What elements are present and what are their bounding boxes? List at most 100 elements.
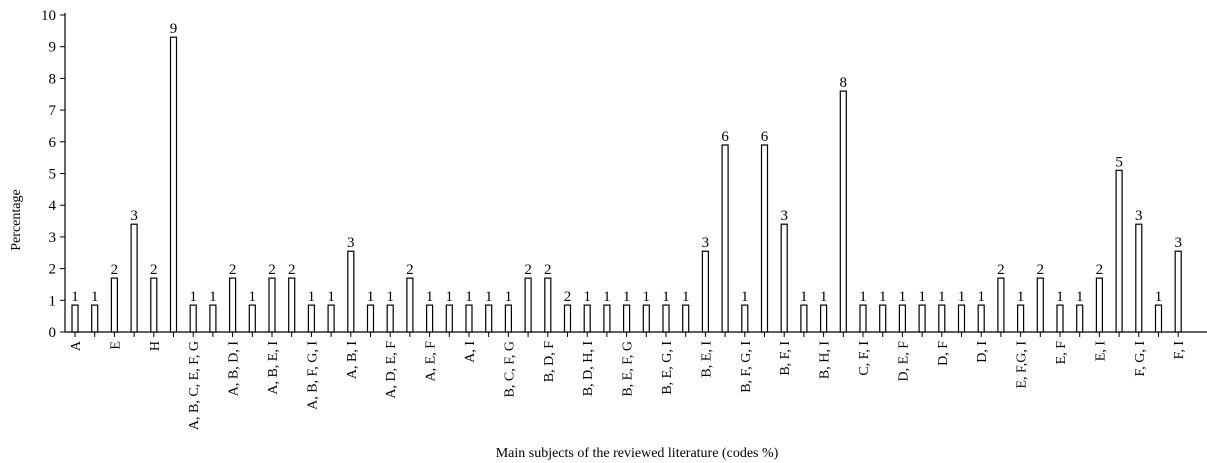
bar-value-label: 1 xyxy=(820,289,828,305)
bar xyxy=(1076,304,1084,333)
bar xyxy=(721,144,729,333)
bar xyxy=(701,250,710,333)
y-tick-label: 8 xyxy=(49,71,57,87)
y-tick-label: 1 xyxy=(49,293,57,309)
bar xyxy=(1174,250,1182,333)
y-tick-label: 3 xyxy=(49,230,57,246)
bar-value-label: 1 xyxy=(505,289,513,305)
bar-value-label: 1 xyxy=(603,289,611,305)
bar xyxy=(819,304,828,333)
y-tick-label: 4 xyxy=(49,198,57,214)
x-tick-label: B, E, F, G xyxy=(621,341,636,397)
bar xyxy=(741,304,749,333)
bar-value-label: 1 xyxy=(485,289,493,305)
bar-value-label: 6 xyxy=(761,129,769,145)
x-tick-label: A, I xyxy=(463,341,478,363)
bar xyxy=(1016,304,1025,333)
bar-value-label: 1 xyxy=(367,289,375,305)
bar xyxy=(327,304,335,333)
x-tick-label: B, D, F xyxy=(542,341,557,382)
bar xyxy=(268,277,276,333)
bar-value-label: 1 xyxy=(879,289,887,305)
y-tick-label: 2 xyxy=(49,262,57,278)
bar-value-label: 2 xyxy=(111,262,119,278)
x-tick-label: C, F, I xyxy=(857,341,872,376)
bar xyxy=(682,304,690,333)
bar-value-label: 1 xyxy=(209,289,217,305)
bar xyxy=(169,36,178,333)
x-tick-label: B, E, G, I xyxy=(660,341,675,395)
bar-value-label: 3 xyxy=(347,235,355,251)
bar xyxy=(563,304,572,333)
bar xyxy=(366,304,375,333)
bar xyxy=(347,250,355,333)
y-tick-label: 6 xyxy=(49,135,57,151)
bar-value-label: 1 xyxy=(465,289,473,305)
bar xyxy=(603,304,611,333)
y-axis: 0 1 2 3 4 5 6 7 8 9 10 xyxy=(41,8,66,341)
bar xyxy=(465,304,473,333)
bar-value-label: 2 xyxy=(406,262,414,278)
y-tick-label: 9 xyxy=(49,40,57,56)
x-tick-label: A xyxy=(69,340,84,351)
bar xyxy=(406,277,414,333)
x-tick-label: E, F xyxy=(1054,341,1069,365)
x-tick-label: F, G, I xyxy=(1133,341,1148,377)
y-tick-label: 10 xyxy=(41,8,56,24)
x-tick-label: B, C, F, G xyxy=(502,341,517,397)
bar-value-label: 1 xyxy=(91,289,99,305)
bar-value-label: 2 xyxy=(229,262,237,278)
bar xyxy=(91,304,99,333)
y-tick-label: 5 xyxy=(49,167,57,183)
bar xyxy=(642,304,650,333)
bar xyxy=(780,223,788,333)
bar-value-label: 3 xyxy=(702,235,710,251)
x-tick-label: A, B, D, I xyxy=(227,341,242,397)
bar-value-label: 1 xyxy=(308,289,316,305)
bar xyxy=(1095,277,1104,333)
bar-value-label: 8 xyxy=(840,75,848,91)
bar xyxy=(130,223,138,333)
bar-value-label: 1 xyxy=(426,289,434,305)
bar-value-label: 2 xyxy=(997,262,1005,278)
bar xyxy=(839,90,847,333)
bar xyxy=(859,304,867,333)
x-tick-label: H xyxy=(148,341,163,351)
bar xyxy=(622,304,631,333)
bar xyxy=(110,277,119,333)
bar xyxy=(426,304,434,333)
bar xyxy=(71,304,79,333)
bar xyxy=(957,304,966,333)
bar xyxy=(662,304,670,333)
x-tick-label: D, E, F xyxy=(896,341,911,382)
bar xyxy=(248,304,256,333)
bar xyxy=(879,304,887,333)
bar-value-label: 2 xyxy=(1096,262,1104,278)
bar xyxy=(386,304,394,333)
bar xyxy=(898,304,907,333)
bar xyxy=(977,304,985,333)
bar-value-label: 1 xyxy=(662,289,670,305)
y-tick-label: 7 xyxy=(49,103,57,119)
bar-value-label: 3 xyxy=(780,208,788,224)
bar xyxy=(524,277,532,333)
bar-value-label: 3 xyxy=(130,208,138,224)
bar-value-label: 1 xyxy=(899,289,907,305)
bar-value-label: 2 xyxy=(288,262,296,278)
bar-value-label: 1 xyxy=(800,289,808,305)
bar-value-label: 1 xyxy=(623,289,631,305)
bar-value-label: 1 xyxy=(977,289,985,305)
x-tick-label: E, F,G, I xyxy=(1015,341,1030,389)
bar-value-label: 1 xyxy=(643,289,651,305)
x-tick-label: F, I xyxy=(1172,341,1187,360)
x-tick-label: E, I xyxy=(1093,341,1108,362)
x-tick-label: B, F, G, I xyxy=(739,341,754,393)
x-tick-label: D, I xyxy=(975,341,990,363)
bar xyxy=(583,304,591,333)
bar-value-label: 1 xyxy=(938,289,946,305)
bar xyxy=(445,304,453,333)
x-axis xyxy=(65,331,1207,337)
